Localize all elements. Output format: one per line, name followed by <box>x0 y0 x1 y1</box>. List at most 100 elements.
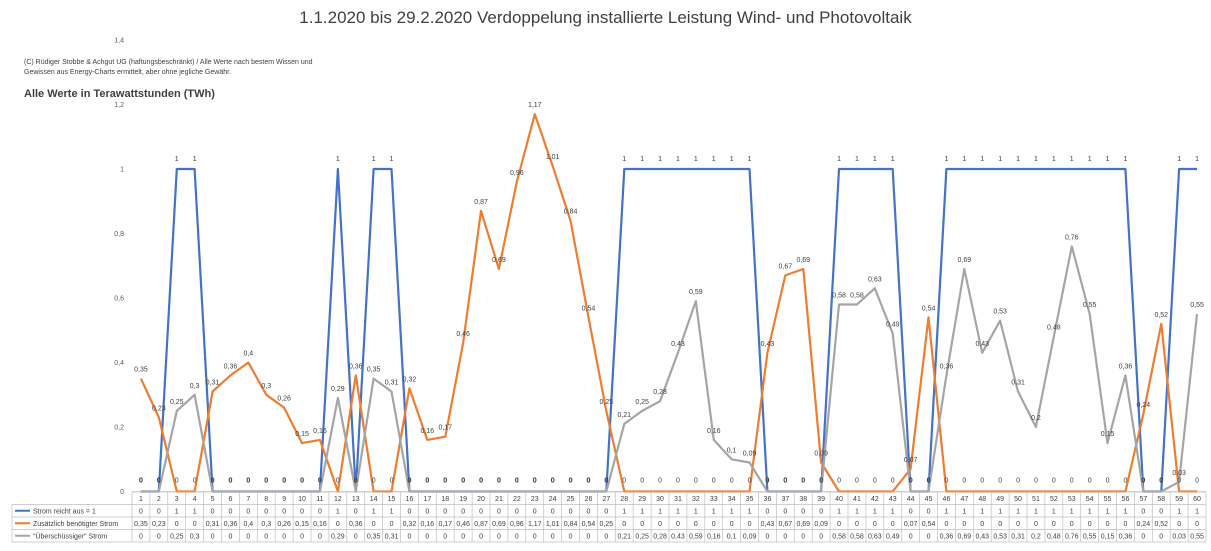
table-cell: 0,43 <box>975 534 989 541</box>
table-cell: 0 <box>425 534 429 541</box>
y-axis-ticks: 0 0,2 0,4 0,6 0,8 1 1,2 1,4 <box>114 38 124 497</box>
table-cell: 0,2 <box>1031 534 1041 541</box>
x-tick-label: 48 <box>978 496 986 503</box>
table-cell: 0 <box>282 509 286 516</box>
data-label: 0 <box>407 478 411 485</box>
table-cell: 0,96 <box>510 521 524 528</box>
data-label: 0 <box>461 478 465 485</box>
table-cell: 1 <box>837 509 841 516</box>
table-cell: 1 <box>1088 509 1092 516</box>
table-cell: 1 <box>855 509 859 516</box>
x-tick-label: 49 <box>996 496 1004 503</box>
data-label: 0 <box>765 478 769 485</box>
table-cell: 1 <box>694 509 698 516</box>
data-label: 0,35 <box>134 367 148 374</box>
data-label: 0,59 <box>689 289 703 296</box>
data-label: 0 <box>1070 478 1074 485</box>
table-cell: 0 <box>443 509 447 516</box>
table-cell: 0 <box>1070 521 1074 528</box>
table-cell: 1 <box>1070 509 1074 516</box>
data-label: 0 <box>1159 478 1163 485</box>
x-tick-label: 38 <box>799 496 807 503</box>
data-label: 0 <box>157 478 161 485</box>
data-label: 1 <box>1016 156 1020 163</box>
data-label: 0 <box>783 478 787 485</box>
data-label: 0 <box>1034 478 1038 485</box>
data-label: 1 <box>336 156 340 163</box>
data-label: 1 <box>855 156 859 163</box>
table-cell: 0,69 <box>492 521 506 528</box>
x-tick-label: 35 <box>746 496 754 503</box>
x-tick-label: 10 <box>298 496 306 503</box>
x-tick-label: 20 <box>477 496 485 503</box>
data-label: 0,25 <box>170 399 184 406</box>
data-label: 0 <box>801 478 805 485</box>
x-tick-label: 58 <box>1157 496 1165 503</box>
table-cell: 0 <box>1123 521 1127 528</box>
x-tick-label: 7 <box>246 496 250 503</box>
x-tick-label: 5 <box>211 496 215 503</box>
x-tick-label: 44 <box>907 496 915 503</box>
data-label: 0,31 <box>206 380 220 387</box>
data-label: 0 <box>1195 478 1199 485</box>
table-cell: 0 <box>604 534 608 541</box>
table-cell: 0 <box>264 509 268 516</box>
table-cell: 0 <box>533 534 537 541</box>
table-cell: 0,58 <box>832 534 846 541</box>
table-cell: 0 <box>390 521 394 528</box>
data-label: 0,49 <box>886 321 900 328</box>
table-cell: 0 <box>1106 521 1110 528</box>
table-cell: 0,46 <box>456 521 470 528</box>
data-label: 0 <box>407 478 411 485</box>
data-label: 0 <box>640 478 644 485</box>
table-cell: 0 <box>1177 521 1181 528</box>
data-label: 0,29 <box>331 386 345 393</box>
data-label: 1 <box>1088 156 1092 163</box>
x-tick-label: 12 <box>334 496 342 503</box>
table-cell: 0 <box>622 521 626 528</box>
data-label: 0,48 <box>1047 325 1061 332</box>
table-cell: 0,36 <box>1119 534 1133 541</box>
data-label: 1 <box>1034 156 1038 163</box>
data-label: 0 <box>909 478 913 485</box>
table-cell: 0,28 <box>653 534 667 541</box>
data-label: 1 <box>622 156 626 163</box>
data-label: 0 <box>354 478 358 485</box>
data-label: 1 <box>694 156 698 163</box>
y-tick-label: 0 <box>120 489 124 496</box>
data-label: 0 <box>927 478 931 485</box>
data-label: 0 <box>193 478 197 485</box>
table-cell: 1 <box>748 509 752 516</box>
table-cell: 0 <box>318 534 322 541</box>
table-cell: 0,29 <box>331 534 345 541</box>
table-cell: 0 <box>246 534 250 541</box>
copyright-note: (C) Rüdiger Stobbe & Achgut UG (haftungs… <box>24 59 313 76</box>
data-label: 0 <box>1052 478 1056 485</box>
table-cell: 1 <box>658 509 662 516</box>
data-label: 0 <box>748 478 752 485</box>
table-cell: 1 <box>193 509 197 516</box>
table-cell: 0 <box>246 509 250 516</box>
table-cell: 0 <box>336 521 340 528</box>
table-cell: 0 <box>407 534 411 541</box>
x-tick-label: 16 <box>406 496 414 503</box>
x-tick-label: 9 <box>282 496 286 503</box>
table-cell: 1 <box>1034 509 1038 516</box>
chart-subtitle: Alle Werte in Terawattstunden (TWh) <box>24 88 215 100</box>
table-cell: 0 <box>211 534 215 541</box>
data-label: 0 <box>962 478 966 485</box>
x-tick-label: 39 <box>817 496 825 503</box>
table-cell: 0 <box>730 521 734 528</box>
data-label: 1 <box>175 156 179 163</box>
table-cell: 1 <box>944 509 948 516</box>
data-label: 0 <box>318 478 322 485</box>
table-cell: 0 <box>909 509 913 516</box>
x-tick-label: 15 <box>388 496 396 503</box>
table-cell: 0 <box>515 509 519 516</box>
x-tick-label: 45 <box>925 496 933 503</box>
y-tick-label: 1,4 <box>114 38 124 45</box>
data-label: 0,55 <box>1083 302 1097 309</box>
table-cell: 0 <box>783 534 787 541</box>
